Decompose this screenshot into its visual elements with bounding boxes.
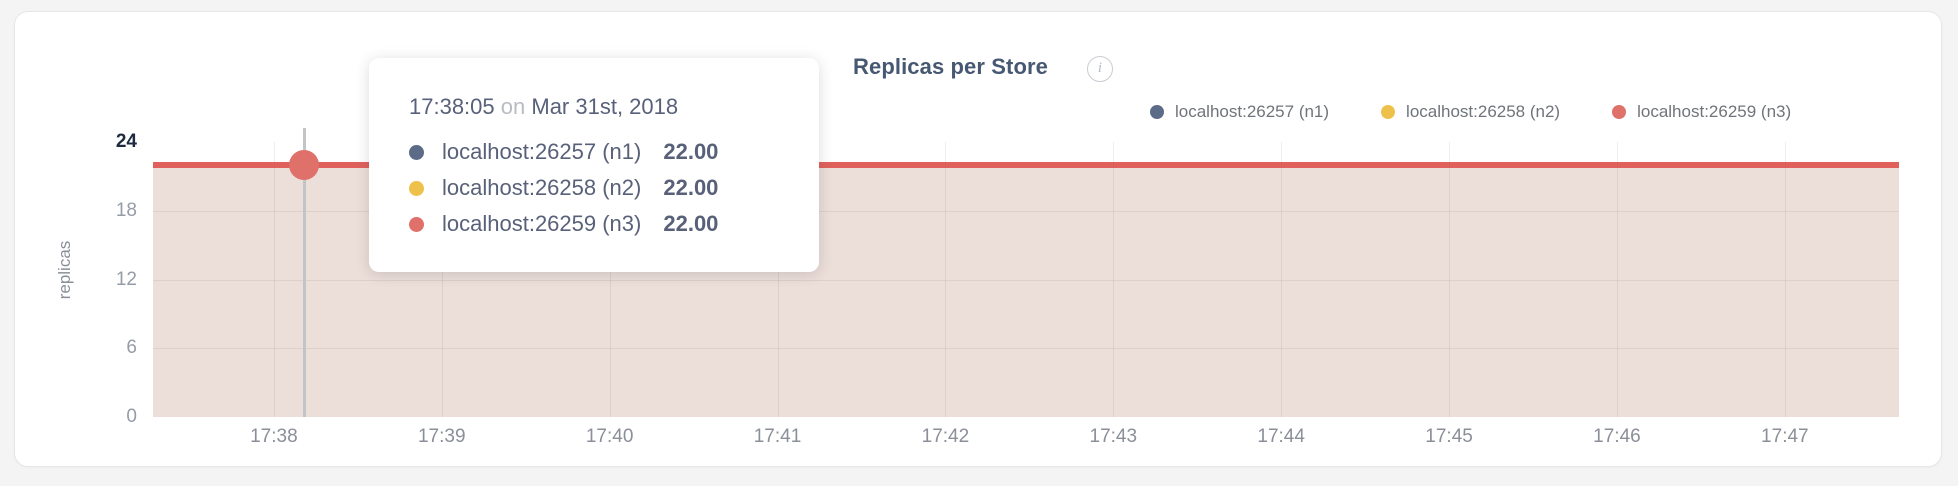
- tooltip-series-value: 22.00: [663, 175, 719, 200]
- info-icon[interactable]: i: [1087, 56, 1113, 82]
- vertical-gridline: [609, 142, 611, 417]
- x-axis-tick-label: 17:46: [1593, 426, 1641, 447]
- tooltip-series-label: localhost:26257 (n1): [442, 139, 642, 164]
- chart-tooltip: 17:38:05 on Mar 31st, 2018 localhost:262…: [369, 58, 819, 272]
- horizontal-gridline: [153, 348, 1899, 350]
- x-axis-tick-label: 17:42: [921, 426, 970, 447]
- vertical-gridline: [777, 142, 779, 417]
- legend-item-label: localhost:26258 (n2): [1406, 102, 1561, 121]
- legend-item[interactable]: localhost:26259 (n3): [1612, 102, 1791, 122]
- x-axis-tick-label: 17:43: [1089, 426, 1138, 447]
- vertical-gridline: [945, 142, 947, 417]
- tooltip-on-word: on: [500, 94, 526, 119]
- tooltip-series-label: localhost:26259 (n3): [442, 211, 642, 236]
- horizontal-gridline: [153, 279, 1899, 281]
- x-axis-tick-label: 17:47: [1761, 426, 1809, 447]
- tooltip-date: Mar 31st, 2018: [531, 94, 679, 119]
- legend-color-dot-icon: [1150, 105, 1164, 119]
- legend-color-dot-icon: [1381, 105, 1396, 119]
- vertical-gridline: [273, 142, 275, 417]
- tooltip-header: 17:38:05 on Mar 31st, 2018: [369, 94, 819, 134]
- y-axis-tick-label: 12: [115, 268, 137, 290]
- x-axis-ticks: 17:38 17:39 17:40 17:41 17:42 17:43 17:44 17:45…: [153, 426, 1899, 456]
- y-axis-tick-label: 24: [115, 131, 137, 152]
- y-axis-tick-label: 6: [126, 337, 137, 359]
- x-axis-tick-label: 17:41: [753, 426, 802, 447]
- horizontal-gridline: [153, 210, 1899, 212]
- x-axis-tick-label: 17:38: [250, 426, 298, 447]
- vertical-gridline: [1616, 142, 1618, 417]
- tooltip-series-value: 22.00: [663, 139, 719, 164]
- cursor-line: [302, 128, 306, 417]
- legend-item[interactable]: localhost:26258 (n2): [1381, 102, 1560, 122]
- tooltip-color-dot-icon: [409, 144, 424, 160]
- y-axis-tick-label: 0: [126, 406, 137, 427]
- legend-item[interactable]: localhost:26257 (n1): [1150, 102, 1329, 122]
- x-axis-tick-label: 17:39: [417, 426, 466, 447]
- series-line-n3: [153, 161, 1899, 168]
- x-axis-tick-label: 17:45: [1425, 426, 1473, 447]
- tooltip-series-label: localhost:26258 (n2): [442, 175, 642, 200]
- tooltip-color-dot-icon: [409, 180, 424, 196]
- page-title: Replicas per Store: [853, 54, 1048, 79]
- legend-item-label: localhost:26257 (n1): [1175, 102, 1330, 121]
- tooltip-row: localhost:26257 (n1) 22.00: [369, 134, 819, 170]
- data-point-marker[interactable]: [289, 149, 320, 180]
- chart-legend: localhost:26257 (n1) localhost:26258 (n2)…: [1150, 102, 1791, 122]
- y-axis-title: replicas: [55, 240, 74, 300]
- x-axis-tick-label: 17:44: [1257, 426, 1305, 447]
- tooltip-row: localhost:26259 (n3) 22.00: [369, 206, 819, 242]
- tooltip-row: localhost:26258 (n2) 22.00: [369, 170, 819, 206]
- legend-item-label: localhost:26259 (n3): [1637, 102, 1792, 121]
- y-axis-ticks: 0 6 12 18 24: [75, 131, 137, 427]
- vertical-gridline: [1449, 142, 1451, 417]
- tooltip-color-dot-icon: [409, 216, 424, 232]
- vertical-gridline: [1113, 142, 1115, 417]
- vertical-gridline: [1281, 142, 1283, 417]
- vertical-gridline: [1784, 142, 1786, 417]
- chart-card: Replicas per Store i localhost:26257 (n1…: [14, 11, 1942, 467]
- x-axis-tick-label: 17:40: [585, 426, 634, 447]
- y-axis-tick-label: 18: [115, 199, 137, 221]
- tooltip-time: 17:38:05: [409, 94, 495, 119]
- vertical-gridline: [441, 142, 443, 417]
- tooltip-series-value: 22.00: [663, 211, 719, 236]
- legend-color-dot-icon: [1612, 105, 1627, 119]
